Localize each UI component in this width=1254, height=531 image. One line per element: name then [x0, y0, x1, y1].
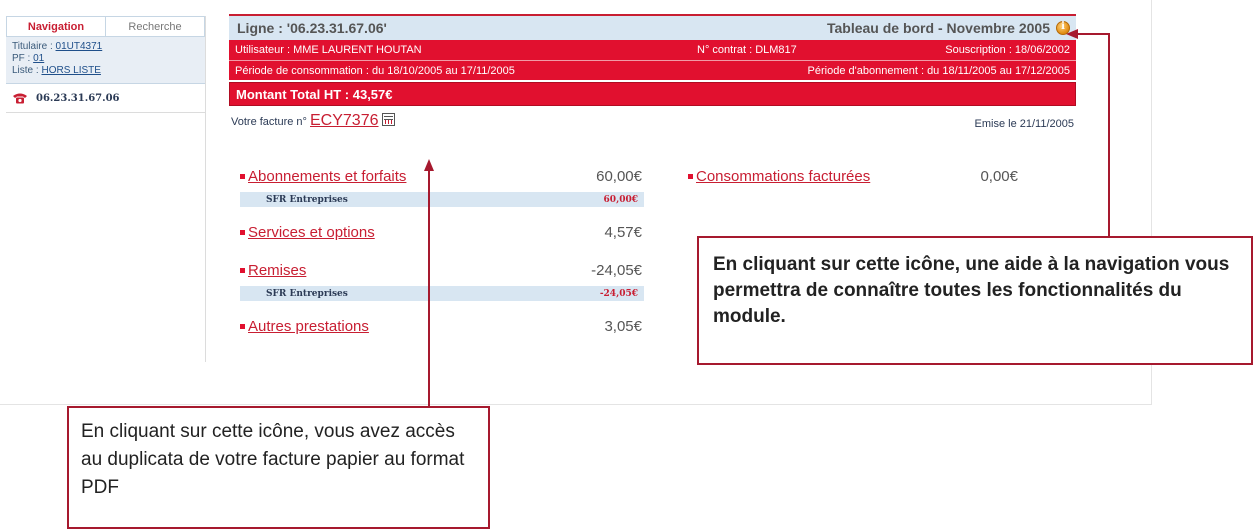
help-callout: En cliquant sur cette icône, une aide à … — [697, 236, 1253, 365]
subscription-date: Souscription : 18/06/2002 — [945, 44, 1070, 56]
account-row-2: Période de consommation : du 18/10/2005 … — [229, 60, 1076, 80]
pdf-icon[interactable] — [381, 113, 395, 126]
section-abonnements[interactable]: Abonnements et forfaits — [240, 168, 406, 185]
titulaire-link[interactable]: 01UT4371 — [55, 41, 103, 52]
pf-row: PF : 01 — [12, 53, 199, 65]
abonnements-sub-label: SFR Entreprises — [266, 194, 348, 205]
bullet-icon — [688, 174, 693, 179]
line-title: Ligne : '06.23.31.67.06' — [237, 20, 387, 36]
tab-recherche[interactable]: Recherche — [106, 16, 205, 36]
remises-sub-amount: -24,05€ — [599, 288, 638, 299]
sidebar-tabs: Navigation Recherche — [6, 16, 205, 37]
consommations-amount: 0,00€ — [980, 168, 1018, 185]
abonnements-title[interactable]: Abonnements et forfaits — [248, 168, 407, 185]
total-amount: Montant Total HT : 43,57€ — [229, 82, 1076, 106]
invoice-info: Votre facture n° ECY7376 — [231, 112, 395, 130]
services-title[interactable]: Services et options — [248, 224, 375, 241]
bullet-icon — [240, 324, 245, 329]
abonnements-amount: 60,00€ — [596, 168, 642, 185]
help-arrow-icon — [1066, 29, 1078, 39]
services-amount: 4,57€ — [604, 224, 642, 241]
autres-title[interactable]: Autres prestations — [248, 318, 369, 335]
account-info: Titulaire : 01UT4371 PF : 01 Liste : HOR… — [6, 37, 205, 84]
pf-label: PF : — [12, 53, 34, 64]
liste-link[interactable]: HORS LISTE — [41, 65, 101, 76]
account-row-1: Utilisateur : MME LAURENT HOUTAN N° cont… — [229, 40, 1076, 60]
remises-subrow: SFR Entreprises -24,05€ — [240, 286, 644, 301]
line-number: 06.23.31.67.06 — [36, 92, 120, 104]
account-details: Utilisateur : MME LAURENT HOUTAN N° cont… — [229, 40, 1076, 80]
invoice-label: Votre facture n° — [231, 116, 310, 128]
abonnements-subrow: SFR Entreprises 60,00€ — [240, 192, 644, 207]
liste-row: Liste : HORS LISTE — [12, 65, 199, 77]
bullet-icon — [240, 174, 245, 179]
section-consommations[interactable]: Consommations facturées — [688, 168, 870, 185]
dashboard-title: Tableau de bord - Novembre 2005 — [826, 20, 1050, 36]
sidebar: Navigation Recherche Titulaire : 01UT437… — [6, 16, 206, 362]
pdf-callout-connector — [428, 170, 430, 406]
titulaire-label: Titulaire : — [12, 41, 56, 52]
pf-link[interactable]: 01 — [33, 53, 45, 64]
header-right: Tableau de bord - Novembre 2005 — [827, 20, 1070, 36]
sidebar-item-line[interactable]: 06.23.31.67.06 — [6, 84, 205, 113]
bullet-icon — [240, 268, 245, 273]
tab-navigation[interactable]: Navigation — [6, 16, 106, 36]
section-services[interactable]: Services et options — [240, 224, 375, 241]
invoice-row: Votre facture n° ECY7376 Emise le 21/11/… — [229, 112, 1076, 130]
pdf-arrow-icon — [424, 159, 434, 171]
subscription-period: Période d'abonnement : du 18/11/2005 au … — [807, 64, 1070, 77]
contract-number: N° contrat : DLM817 — [697, 44, 797, 56]
section-remises[interactable]: Remises — [240, 262, 306, 279]
consommations-title[interactable]: Consommations facturées — [696, 168, 871, 185]
remises-title[interactable]: Remises — [248, 262, 307, 279]
help-callout-connector-horizontal — [1078, 33, 1110, 35]
section-autres[interactable]: Autres prestations — [240, 318, 369, 335]
phone-icon — [12, 92, 28, 104]
help-callout-connector — [1108, 33, 1110, 236]
liste-label: Liste : — [12, 65, 42, 76]
invoice-number-link[interactable]: ECY7376 — [310, 112, 379, 129]
pdf-callout: En cliquant sur cette icône, vous avez a… — [67, 406, 490, 529]
invoice-issue-date: Emise le 21/11/2005 — [974, 118, 1074, 130]
user-name: Utilisateur : MME LAURENT HOUTAN — [235, 44, 422, 56]
titulaire-row: Titulaire : 01UT4371 — [12, 41, 199, 53]
bullet-icon — [240, 230, 245, 235]
remises-amount: -24,05€ — [591, 262, 642, 279]
autres-amount: 3,05€ — [604, 318, 642, 335]
consumption-period: Période de consommation : du 18/10/2005 … — [235, 64, 515, 77]
header-bar: Ligne : '06.23.31.67.06' Tableau de bord… — [229, 14, 1076, 40]
main-panel: Ligne : '06.23.31.67.06' Tableau de bord… — [229, 14, 1076, 130]
remises-sub-label: SFR Entreprises — [266, 288, 348, 299]
abonnements-sub-amount: 60,00€ — [603, 194, 638, 205]
